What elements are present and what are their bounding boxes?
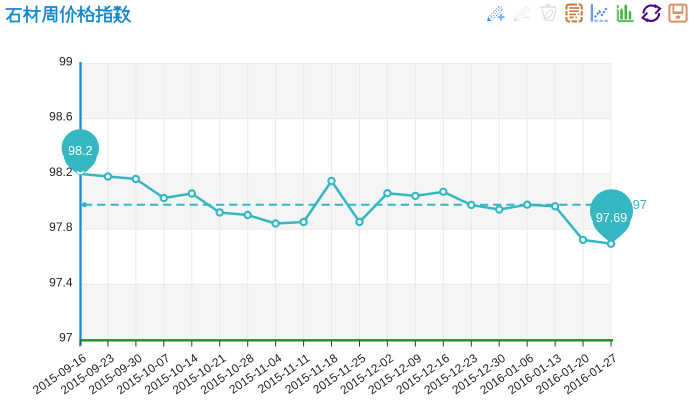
svg-text:97: 97 bbox=[59, 331, 73, 345]
svg-text:97.4: 97.4 bbox=[49, 275, 73, 289]
svg-text:98.2: 98.2 bbox=[68, 144, 92, 158]
svg-text:98.6: 98.6 bbox=[49, 110, 73, 124]
svg-text:98.2: 98.2 bbox=[49, 165, 73, 179]
svg-text:99: 99 bbox=[59, 55, 73, 69]
svg-text:97.69: 97.69 bbox=[596, 211, 627, 225]
svg-text:97.8: 97.8 bbox=[49, 220, 73, 234]
